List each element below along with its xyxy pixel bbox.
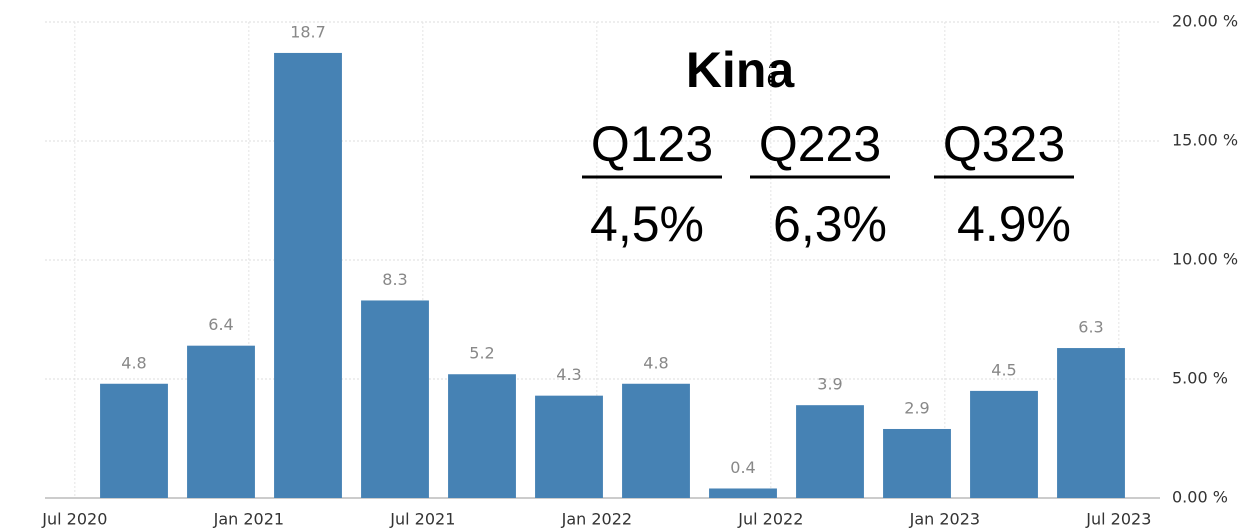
bar [709,488,777,498]
value-label: 4.8 [643,353,668,372]
value-label: 4.5 [991,360,1016,379]
bar [1057,348,1125,498]
y-tick-label: 0.00 % [1172,488,1228,507]
value-label: 6.3 [1078,318,1103,337]
value-label: 0.4 [730,458,755,477]
bar [361,300,429,498]
bar [187,345,255,498]
value-label: 8.3 [382,270,407,289]
value-label: 4.3 [556,365,581,384]
y-tick-label: 20.00 % [1172,12,1238,31]
x-tick-label: Jul 2020 [41,510,107,529]
annotation-title: Kina [686,42,796,98]
bar [970,390,1038,498]
annotation-quarter: Q223 [759,116,881,172]
bar [448,374,516,498]
y-tick-label: 5.00 % [1172,369,1228,388]
x-tick-label: Jul 2021 [389,510,455,529]
annotation-value: 4.9% [957,196,1071,252]
value-label: 18.7 [290,22,326,41]
annotation-quarter: Q123 [591,116,713,172]
annotation-value: 6,3% [773,196,887,252]
bar [535,395,603,498]
y-tick-label: 15.00 % [1172,131,1238,150]
x-tick-label: Jan 2022 [561,510,632,529]
annotation-value: 4,5% [590,196,704,252]
bar [274,52,342,498]
x-tick-label: Jan 2021 [213,510,284,529]
x-tick-label: Jan 2023 [909,510,980,529]
bar [796,405,864,498]
value-label: 3.9 [817,375,842,394]
bar [883,428,951,498]
x-tick-label: Jul 2023 [1085,510,1151,529]
bar [622,383,690,498]
value-label: 4.8 [121,353,146,372]
bar [100,383,168,498]
annotation-quarter: Q323 [943,116,1065,172]
y-tick-label: 10.00 % [1172,250,1238,269]
value-label: 5.2 [469,344,494,363]
value-label: 6.4 [208,315,233,334]
x-tick-label: Jul 2022 [737,510,803,529]
value-label: 2.9 [904,398,929,417]
